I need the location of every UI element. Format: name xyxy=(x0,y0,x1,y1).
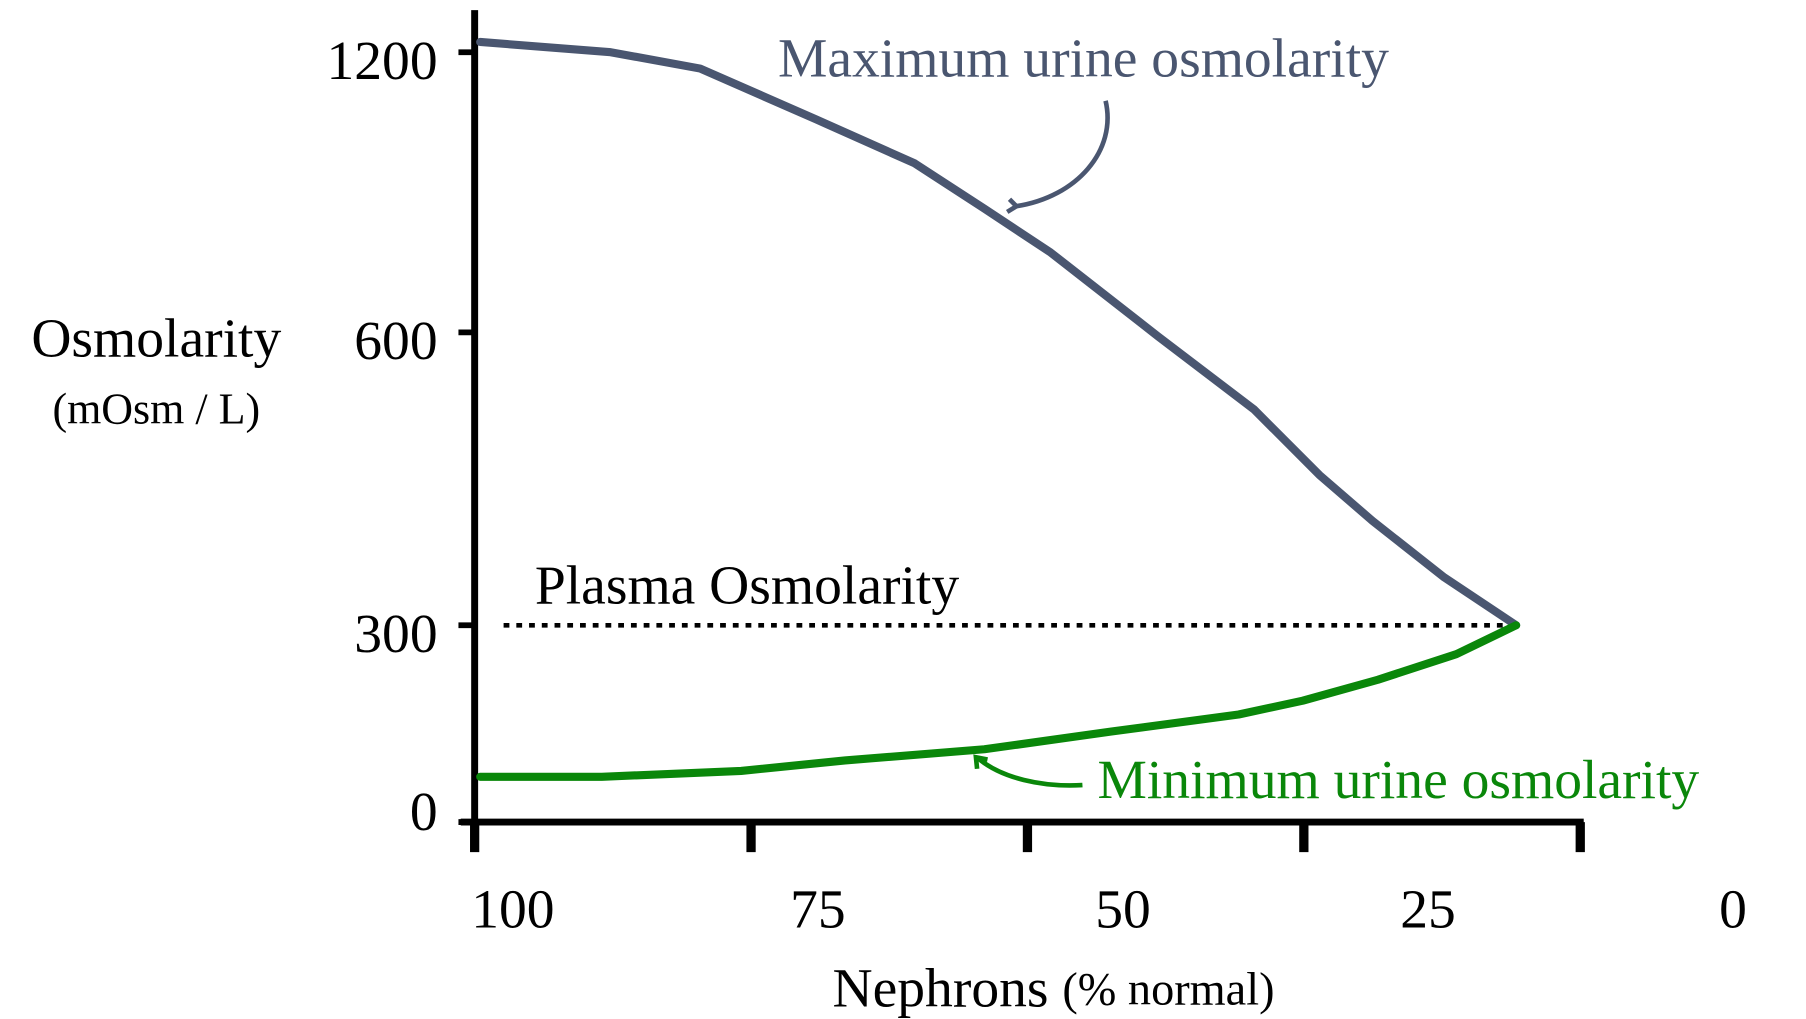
reference-label: Plasma Osmolarity xyxy=(535,554,960,616)
y-tick-label: 300 xyxy=(354,603,437,665)
series-label: Minimum urine osmolarity xyxy=(1097,749,1699,811)
y-axis-label: Osmolarity xyxy=(31,308,281,370)
line xyxy=(476,37,1521,630)
series-label: Maximum urine osmolarity xyxy=(778,28,1389,90)
arrow-head xyxy=(1005,197,1021,214)
x-tick-label: 50 xyxy=(1095,878,1151,940)
x-axis-label: Nephrons (% normal) xyxy=(833,957,1275,1019)
x-axis-unit: (% normal) xyxy=(1062,964,1274,1015)
arrow-head xyxy=(973,754,988,770)
y-tick-label: 0 xyxy=(410,781,438,843)
annotation-arrow xyxy=(1016,100,1110,209)
annotation-arrow xyxy=(976,756,1083,788)
x-axis-label-main: Nephrons xyxy=(833,957,1049,1019)
x-tick-label: 100 xyxy=(471,878,554,940)
x-tick-label: 25 xyxy=(1400,878,1456,940)
y-axis-unit: (mOsm / L) xyxy=(52,385,260,434)
y-tick-label: 1200 xyxy=(327,30,438,92)
line xyxy=(476,621,1521,781)
y-tick-label: 600 xyxy=(354,310,437,372)
x-tick-label: 75 xyxy=(790,878,846,940)
x-tick-label: 0 xyxy=(1719,878,1747,940)
